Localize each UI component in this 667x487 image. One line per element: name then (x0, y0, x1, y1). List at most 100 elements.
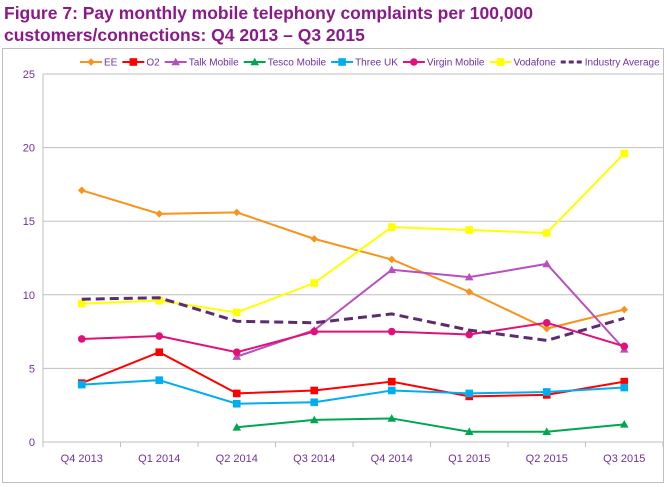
vodafone-point (542, 229, 551, 237)
y-tick-label: 0 (29, 437, 35, 449)
tesco-mobile-line (236, 417, 625, 433)
legend-label: Industry Average (585, 58, 660, 69)
tesco-mobile-point (542, 427, 552, 435)
three-uk-point (232, 399, 241, 408)
legend-marker (338, 58, 346, 66)
legend-item-talk-mobile: Talk Mobile (164, 57, 239, 69)
ee-point (387, 255, 396, 264)
three-uk-point (542, 388, 551, 396)
legend-marker (87, 58, 95, 66)
ee-line (81, 189, 625, 330)
tesco-mobile-point (619, 420, 629, 428)
ee-point (620, 305, 629, 314)
ee-point (155, 210, 164, 218)
virgin-mobile-point (232, 348, 241, 357)
virgin-mobile-point (542, 318, 551, 327)
tesco-mobile-point (464, 427, 474, 435)
talk-mobile-point (542, 259, 552, 268)
talk-mobile-point (232, 352, 242, 360)
tesco-mobile-point (232, 422, 242, 431)
three-uk-point (387, 386, 396, 395)
ee-point (232, 208, 241, 217)
three-uk-point (77, 380, 86, 389)
tesco-mobile-point (309, 415, 319, 424)
o2-point (387, 377, 396, 386)
ee-point (310, 235, 319, 243)
x-tick-label: Q2 2015 (526, 453, 568, 465)
x-tick-label: Q3 2015 (603, 453, 645, 465)
ee-point (542, 324, 551, 333)
series-vodafone (77, 149, 629, 317)
series-three-uk (77, 376, 629, 408)
x-tick-label: Q2 2014 (216, 453, 258, 465)
o2-line (81, 351, 625, 398)
o2-point (620, 377, 629, 386)
series-tesco-mobile (232, 414, 629, 435)
vodafone-point (465, 226, 474, 234)
talk-mobile-line (236, 262, 625, 358)
industry-average-line (81, 296, 625, 342)
legend-item-o2: O2 (122, 58, 160, 69)
vodafone-point (310, 279, 319, 287)
legend-label: O2 (146, 58, 160, 69)
legend-item-virgin-mobile: Virgin Mobile (402, 58, 485, 69)
vodafone-point (387, 223, 396, 231)
virgin-mobile-point (77, 335, 86, 343)
y-tick-label: 25 (23, 69, 35, 81)
vodafone-point (155, 296, 164, 305)
legend-label: Tesco Mobile (268, 58, 327, 69)
chart-title: Figure 7: Pay monthly mobile telephony c… (4, 3, 534, 45)
legend-label: Vodafone (514, 58, 557, 69)
legend-item-three-uk: Three UK (331, 58, 398, 69)
legend-marker (410, 58, 418, 66)
legend-item-ee: EE (80, 58, 118, 69)
legend-label: Virgin Mobile (427, 58, 485, 69)
y-tick-label: 5 (29, 363, 35, 375)
tesco-mobile-point (387, 414, 397, 422)
legend-marker (171, 57, 180, 66)
vodafone-point (232, 308, 241, 317)
virgin-mobile-line (81, 321, 625, 354)
y-tick-label: 15 (23, 216, 35, 228)
talk-mobile-point (387, 265, 397, 274)
virgin-mobile-point (620, 342, 629, 351)
three-uk-line (81, 379, 625, 405)
x-tick-label: Q4 2013 (61, 453, 103, 465)
series-ee (77, 186, 629, 333)
series-virgin-mobile (77, 318, 629, 357)
x-tick-label: Q4 2014 (371, 453, 413, 465)
vodafone-point (620, 149, 629, 158)
legend-item-tesco-mobile: Tesco Mobile (243, 57, 327, 69)
talk-mobile-point (464, 272, 474, 281)
o2-point (310, 386, 319, 395)
legend-item-industry-average: Industry Average (560, 58, 660, 69)
ee-point (77, 186, 86, 195)
virgin-mobile-point (310, 327, 319, 336)
legend-label: Talk Mobile (189, 58, 239, 69)
legend-marker (129, 58, 138, 66)
x-tick-label: Q3 2014 (293, 453, 335, 465)
vodafone-line (81, 152, 625, 314)
virgin-mobile-point (387, 327, 396, 336)
legend-label: EE (104, 58, 118, 69)
three-uk-point (310, 398, 319, 407)
three-uk-point (620, 383, 629, 392)
y-tick-label: 10 (23, 290, 35, 302)
series-industry-average (81, 296, 625, 342)
y-tick-label: 20 (23, 143, 35, 155)
virgin-mobile-point (155, 332, 164, 340)
legend-label: Three UK (355, 58, 398, 69)
chart-frame (2, 48, 664, 483)
legend-marker (250, 57, 260, 66)
o2-point (155, 348, 164, 357)
vodafone-point (77, 299, 86, 308)
virgin-mobile-point (465, 330, 474, 339)
legend-marker (496, 58, 505, 66)
three-uk-point (465, 389, 474, 398)
three-uk-point (155, 376, 164, 384)
ee-point (465, 288, 474, 296)
legend-item-vodafone: Vodafone (489, 58, 557, 69)
x-tick-label: Q1 2014 (138, 453, 180, 465)
o2-point (232, 389, 241, 398)
